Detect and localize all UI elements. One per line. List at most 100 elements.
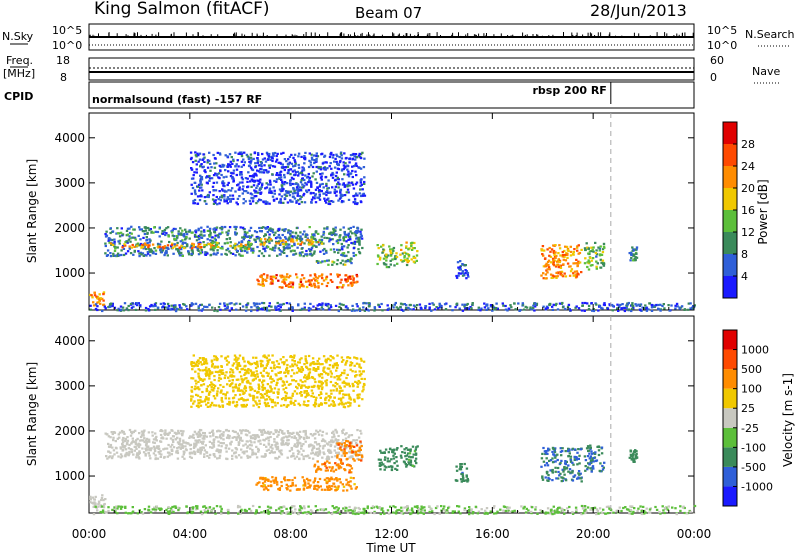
echo-cell bbox=[322, 439, 325, 442]
echo-cell bbox=[274, 306, 277, 309]
echo-cell bbox=[309, 192, 313, 195]
echo-cell bbox=[193, 388, 196, 391]
echo-cell bbox=[289, 232, 292, 235]
echo-cell bbox=[295, 431, 299, 434]
echo-cell bbox=[199, 251, 203, 254]
echo-cell bbox=[220, 225, 224, 229]
echo-cell bbox=[234, 394, 237, 397]
echo-cell bbox=[319, 250, 322, 253]
echo-cell bbox=[267, 156, 271, 159]
echo-cell bbox=[352, 458, 355, 461]
echo-cell bbox=[329, 380, 333, 384]
echo-cell bbox=[210, 385, 213, 389]
echo-cell bbox=[307, 394, 310, 397]
echo-cell bbox=[316, 484, 320, 488]
echo-cell bbox=[279, 377, 283, 380]
echo-cell bbox=[189, 151, 193, 154]
echo-cell bbox=[327, 259, 330, 262]
echo-cell bbox=[307, 248, 311, 251]
echo-cell bbox=[307, 436, 310, 439]
echo-cell bbox=[111, 432, 114, 436]
echo-cell bbox=[288, 479, 291, 482]
echo-cell bbox=[309, 302, 312, 305]
echo-cell bbox=[124, 444, 127, 448]
echo-cell bbox=[400, 308, 403, 311]
echo-cell bbox=[217, 242, 220, 245]
echo-cell bbox=[262, 201, 266, 204]
echo-cell bbox=[277, 174, 280, 177]
echo-cell bbox=[331, 238, 334, 241]
echo-cell bbox=[260, 164, 263, 167]
echo-cell bbox=[331, 156, 335, 159]
echo-cell bbox=[215, 195, 218, 199]
echo-cell bbox=[354, 202, 357, 205]
echo-cell bbox=[133, 249, 136, 252]
echo-cell bbox=[634, 303, 637, 306]
echo-cell bbox=[222, 165, 225, 168]
echo-cell bbox=[331, 260, 334, 263]
echo-cell bbox=[115, 447, 118, 450]
echo-cell bbox=[379, 256, 382, 259]
echo-cell bbox=[331, 399, 334, 403]
echo-cell bbox=[193, 181, 196, 184]
echo-cell bbox=[201, 390, 204, 394]
echo-cell bbox=[333, 385, 337, 388]
echo-cell bbox=[279, 237, 282, 240]
echo-cell bbox=[562, 258, 565, 261]
echo-cell bbox=[154, 252, 158, 255]
echo-cell bbox=[638, 304, 642, 307]
echo-cell bbox=[451, 309, 454, 312]
echo-cell bbox=[190, 377, 193, 380]
echo-cell bbox=[332, 200, 335, 203]
echo-cell bbox=[280, 442, 283, 445]
echo-cell bbox=[218, 202, 221, 205]
echo-cell bbox=[359, 366, 363, 369]
echo-cell bbox=[199, 241, 202, 245]
echo-cell bbox=[330, 478, 334, 481]
echo-cell bbox=[307, 482, 310, 485]
echo-cell bbox=[260, 191, 263, 194]
echo-cell bbox=[99, 302, 102, 305]
echo-cell bbox=[547, 259, 551, 262]
echo-cell bbox=[345, 233, 348, 236]
echo-cell bbox=[359, 448, 362, 451]
echo-cell bbox=[251, 388, 254, 391]
echo-cell bbox=[327, 263, 330, 266]
echo-cell bbox=[289, 179, 292, 182]
echo-cell bbox=[266, 226, 269, 229]
echo-cell bbox=[246, 235, 249, 238]
echo-cell bbox=[313, 237, 317, 240]
echo-cell bbox=[339, 228, 342, 231]
echo-cell bbox=[410, 245, 413, 248]
echo-cell bbox=[126, 250, 130, 253]
echo-cell bbox=[199, 180, 202, 183]
echo-cell bbox=[303, 242, 306, 245]
echo-cell bbox=[166, 306, 169, 309]
echo-cell bbox=[276, 396, 279, 399]
echo-cell bbox=[294, 252, 298, 255]
echo-cell bbox=[127, 304, 130, 308]
echo-cell bbox=[514, 308, 517, 311]
echo-cell bbox=[261, 284, 265, 287]
echo-cell bbox=[241, 451, 244, 454]
echo-cell bbox=[207, 393, 211, 396]
echo-cell bbox=[194, 302, 198, 305]
echo-cell bbox=[354, 370, 357, 373]
echo-cell bbox=[291, 195, 295, 198]
echo-cell bbox=[250, 309, 253, 313]
echo-cell bbox=[263, 356, 267, 359]
echo-cell bbox=[172, 227, 176, 230]
echo-cell bbox=[266, 359, 269, 362]
echo-cell bbox=[287, 285, 291, 288]
echo-cell bbox=[175, 307, 178, 310]
echo-cell bbox=[233, 430, 236, 433]
echo-cell bbox=[199, 448, 202, 451]
echo-cell bbox=[387, 266, 391, 269]
date-title: 28/Jun/2013 bbox=[590, 1, 687, 20]
echo-cell bbox=[290, 446, 293, 450]
echo-cell bbox=[546, 306, 549, 309]
echo-cell bbox=[209, 231, 212, 234]
echo-cell bbox=[234, 242, 237, 245]
echo-cell bbox=[331, 485, 334, 488]
echo-cell bbox=[136, 302, 139, 305]
